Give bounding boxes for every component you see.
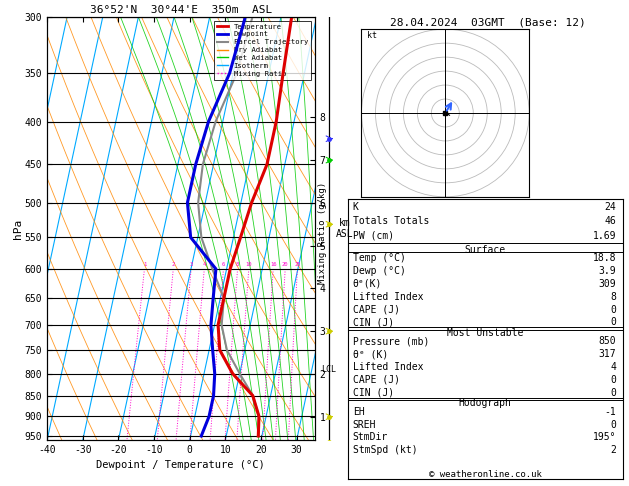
Text: 1: 1 (143, 262, 146, 267)
Text: 0: 0 (611, 388, 616, 398)
Title: 36°52'N  30°44'E  350m  ASL: 36°52'N 30°44'E 350m ASL (90, 5, 272, 15)
Text: 850: 850 (599, 336, 616, 347)
Text: 309: 309 (599, 279, 616, 289)
Text: 3: 3 (189, 262, 192, 267)
Text: CIN (J): CIN (J) (353, 388, 394, 398)
X-axis label: Dewpoint / Temperature (°C): Dewpoint / Temperature (°C) (96, 460, 265, 470)
Text: 195°: 195° (593, 433, 616, 442)
Text: PW (cm): PW (cm) (353, 231, 394, 241)
Text: Totals Totals: Totals Totals (353, 216, 429, 226)
Text: 6: 6 (222, 262, 225, 267)
Text: 0: 0 (611, 305, 616, 314)
Text: θᵉ(K): θᵉ(K) (353, 279, 382, 289)
Text: 8: 8 (236, 262, 239, 267)
Text: © weatheronline.co.uk: © weatheronline.co.uk (429, 470, 542, 479)
Text: Mixing Ratio (g/kg): Mixing Ratio (g/kg) (318, 182, 326, 284)
Text: 16: 16 (270, 262, 277, 267)
Text: θᵉ (K): θᵉ (K) (353, 349, 388, 359)
Text: Pressure (mb): Pressure (mb) (353, 336, 429, 347)
Text: 4: 4 (611, 362, 616, 372)
Text: CAPE (J): CAPE (J) (353, 375, 400, 385)
Legend: Temperature, Dewpoint, Parcel Trajectory, Dry Adiabat, Wet Adiabat, Isotherm, Mi: Temperature, Dewpoint, Parcel Trajectory… (214, 20, 311, 80)
Text: 8: 8 (611, 292, 616, 302)
Text: Hodograph: Hodograph (459, 398, 512, 408)
Text: Dewp (°C): Dewp (°C) (353, 266, 406, 276)
Text: LCL: LCL (321, 365, 337, 374)
Text: 46: 46 (604, 216, 616, 226)
Y-axis label: hPa: hPa (13, 218, 23, 239)
Text: EH: EH (353, 407, 365, 417)
Text: 1.69: 1.69 (593, 231, 616, 241)
Text: 4: 4 (203, 262, 206, 267)
Text: 25: 25 (294, 262, 301, 267)
Text: 317: 317 (599, 349, 616, 359)
Text: CIN (J): CIN (J) (353, 317, 394, 328)
Text: 18.8: 18.8 (593, 253, 616, 263)
Text: Lifted Index: Lifted Index (353, 362, 423, 372)
Text: CAPE (J): CAPE (J) (353, 305, 400, 314)
Y-axis label: km
ASL: km ASL (336, 218, 353, 239)
Text: SREH: SREH (353, 419, 376, 430)
Text: -1: -1 (604, 407, 616, 417)
Text: K: K (353, 202, 359, 212)
Text: 0: 0 (611, 317, 616, 328)
Text: 3.9: 3.9 (599, 266, 616, 276)
Text: kt: kt (367, 31, 377, 39)
Text: StmDir: StmDir (353, 433, 388, 442)
Text: Temp (°C): Temp (°C) (353, 253, 406, 263)
Text: 20: 20 (282, 262, 289, 267)
Text: Most Unstable: Most Unstable (447, 328, 523, 338)
Text: 24: 24 (604, 202, 616, 212)
Text: 2: 2 (172, 262, 175, 267)
Text: Lifted Index: Lifted Index (353, 292, 423, 302)
Text: 2: 2 (611, 445, 616, 455)
Text: StmSpd (kt): StmSpd (kt) (353, 445, 418, 455)
Text: 10: 10 (245, 262, 252, 267)
Text: Surface: Surface (465, 245, 506, 256)
Text: 0: 0 (611, 419, 616, 430)
Text: 0: 0 (611, 375, 616, 385)
Text: 28.04.2024  03GMT  (Base: 12): 28.04.2024 03GMT (Base: 12) (389, 17, 586, 27)
